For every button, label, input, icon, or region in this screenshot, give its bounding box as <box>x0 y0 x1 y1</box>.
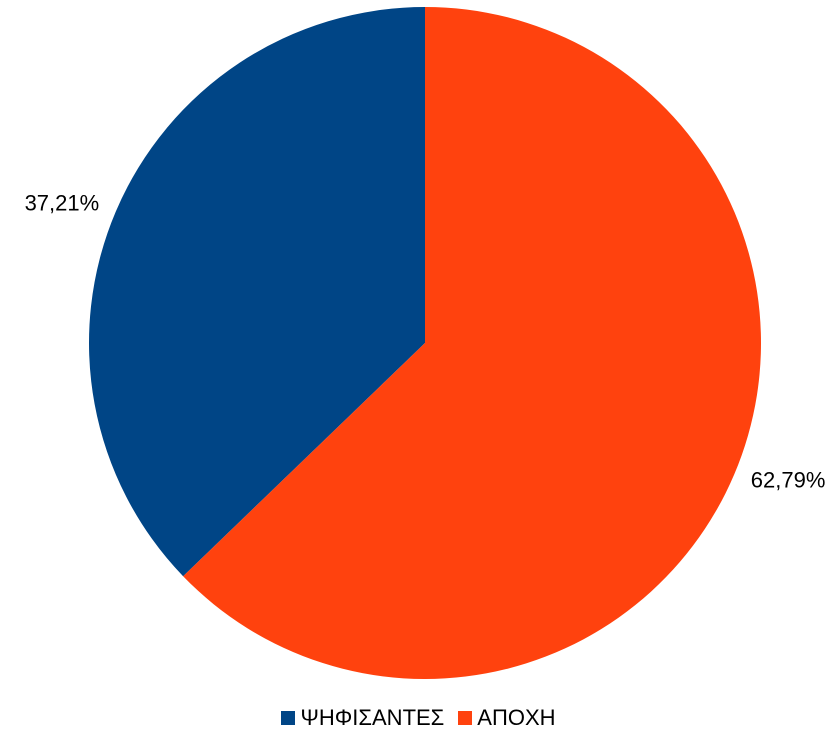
data-label-voters: 37,21% <box>25 190 100 215</box>
legend-item-voters: ΨΗΦΙΣΑΝΤΕΣ <box>281 707 444 729</box>
legend-label-abstention: ΑΠΟΧΗ <box>477 705 556 730</box>
pie-slice-abstention <box>183 7 761 680</box>
legend-item-abstention: ΑΠΟΧΗ <box>458 705 556 730</box>
pie-slice-voters <box>89 7 425 577</box>
legend-swatch-voters <box>281 711 296 725</box>
pie-slices <box>89 7 761 680</box>
legend-swatch-abstention <box>458 711 473 725</box>
data-label-abstention: 62,79% <box>751 467 826 492</box>
legend: ΨΗΦΙΣΑΝΤΕΣ ΑΠΟΧΗ <box>0 703 837 733</box>
legend-label-voters: ΨΗΦΙΣΑΝΤΕΣ <box>300 705 445 730</box>
pie-data-labels: 37,21% 62,79% <box>25 190 826 492</box>
